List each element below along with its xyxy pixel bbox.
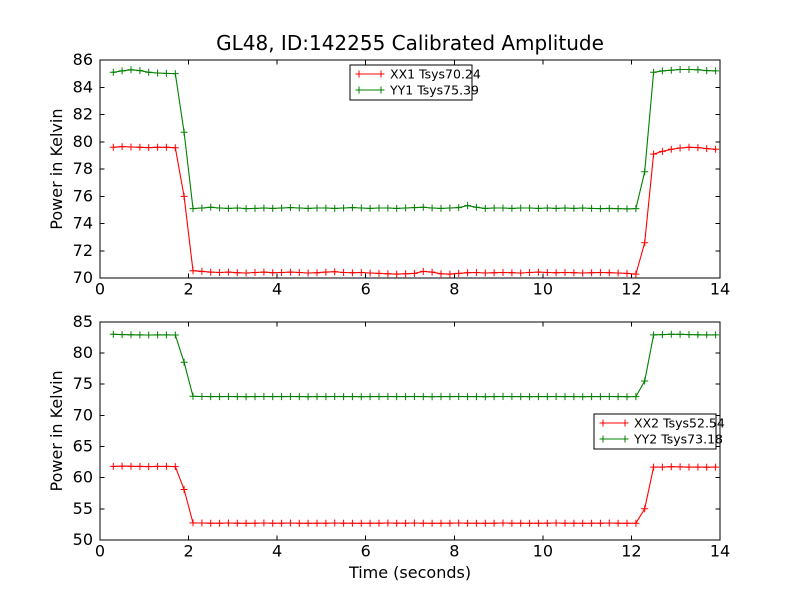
legend-plus-marker-icon [377,70,385,78]
y-tick-label: 70 [73,268,93,287]
x-tick-label: 0 [95,280,105,299]
y-tick-label: 80 [73,132,93,151]
y-tick-label: 74 [73,214,93,233]
ticks [99,321,721,541]
ticks [99,59,721,279]
x-tick-label: 14 [710,542,730,561]
y-tick-label: 60 [73,468,93,487]
y-tick-label: 55 [73,499,93,518]
legend-plus-marker-icon [621,435,629,443]
x-tick-label: 14 [710,280,730,299]
series-YY2-markers [109,330,720,401]
x-axis-label: Time (seconds) [348,563,471,582]
x-tick-label: 8 [449,542,459,561]
series-XX2-markers [109,462,720,527]
x-tick-label: 12 [621,280,641,299]
legend-label: XX2 Tsys52.54 [634,416,725,431]
legend-plus-marker-icon [377,86,385,94]
chart-title: GL48, ID:142255 Calibrated Amplitude [216,31,604,55]
legend-label: XX1 Tsys70.24 [390,67,481,82]
x-tick-label: 4 [272,280,282,299]
y-tick-label: 85 [73,312,93,331]
legend-plus-marker-icon [599,435,607,443]
x-tick-label: 2 [183,280,193,299]
x-tick-label: 12 [621,542,641,561]
y-tick-label: 65 [73,436,93,455]
legend-plus-marker-icon [355,70,363,78]
x-tick-label: 8 [449,280,459,299]
y-tick-label: 84 [73,77,93,96]
legend-plus-marker-icon [599,419,607,427]
legend-box [593,413,717,450]
axes-top: 0 2 4 6 8 10 12 14 70 72 74 76 78 80 82 84 86 XX1 Tsys70.… [47,31,730,299]
series-YY2-line [113,333,716,398]
x-tick-label: 10 [533,542,553,561]
x-tick-label: 6 [361,280,371,299]
legend-label: YY2 Tsys73.18 [633,432,723,447]
y-tick-label: 82 [73,105,93,124]
y-tick-label: 76 [73,186,93,205]
x-tick-label: 4 [272,542,282,561]
y-axis-label: Power in Kelvin [47,109,66,230]
y-tick-label: 80 [73,343,93,362]
x-tick-label: 2 [183,542,193,561]
plot-frame [99,321,721,541]
x-tick-label: 10 [533,280,553,299]
legend-label: YY1 Tsys75.39 [389,83,479,98]
x-tick-label: 6 [361,542,371,561]
y-tick-label: 70 [73,405,93,424]
series-XX1-markers [109,143,720,278]
legend-plus-marker-icon [355,86,363,94]
y-axis-label: Power in Kelvin [47,370,66,491]
legend-plus-marker-icon [621,419,629,427]
series-XX2-line [113,465,716,524]
y-tick-label: 50 [73,530,93,549]
series-YY1-markers [109,66,720,213]
y-tick-label: 72 [73,241,93,260]
y-tick-label: 75 [73,374,93,393]
legend-box [349,64,473,101]
x-tick-label: 0 [95,542,105,561]
y-tick-label: 86 [73,50,93,69]
axes-bottom: 0 2 4 6 8 10 12 14 50 55 60 65 70 75 80 85 XX2 Tsys52.54… [47,312,730,582]
y-tick-label: 78 [73,159,93,178]
